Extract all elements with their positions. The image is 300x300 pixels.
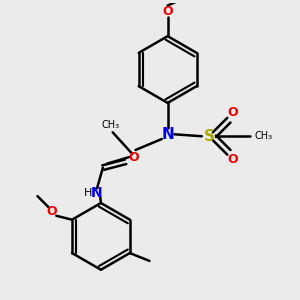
Text: N: N [161,127,174,142]
Text: O: O [128,152,139,164]
Text: CH₃: CH₃ [102,120,120,130]
Text: H: H [84,188,92,198]
Text: CH₃: CH₃ [255,131,273,141]
Text: O: O [227,153,238,166]
Text: O: O [162,5,173,18]
Text: N: N [91,186,103,200]
Text: O: O [227,106,238,119]
Text: O: O [46,205,57,218]
Text: S: S [203,129,214,144]
